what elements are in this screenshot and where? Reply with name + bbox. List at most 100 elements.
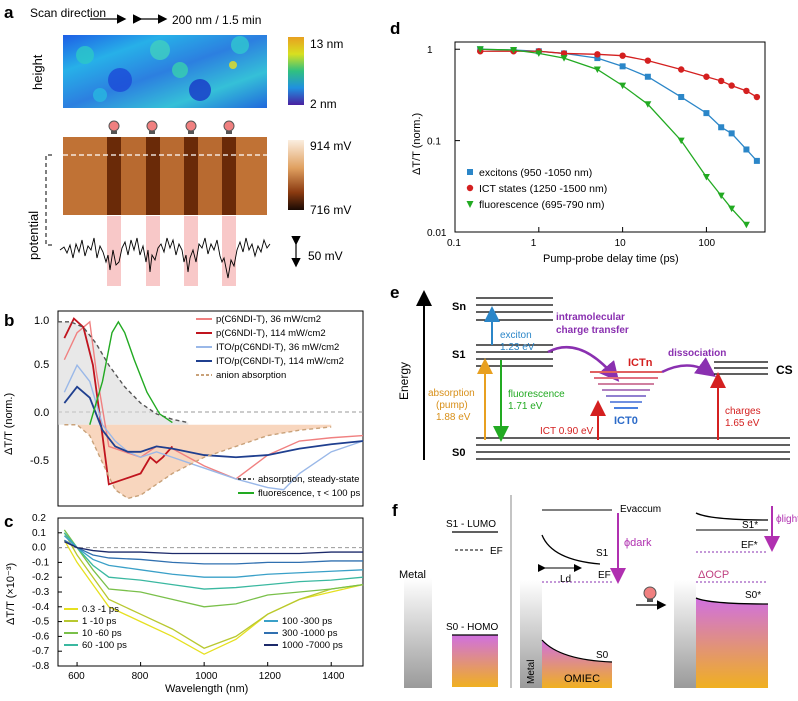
x-tick-label: 1000 — [195, 671, 218, 682]
data-point — [703, 73, 710, 80]
plot-c-ylabel: ΔT/T (×10⁻³) — [5, 563, 17, 625]
legend-label: anion absorption — [216, 370, 286, 381]
y-tick-label: -0.5 — [32, 617, 50, 628]
s1-star-band — [695, 512, 769, 521]
data-point — [594, 51, 601, 58]
data-point — [717, 192, 725, 200]
legend-label: 300 -1000 ps — [282, 628, 338, 639]
homo-block — [452, 635, 498, 687]
plot-b-legend2: absorption, steady-state fluorescence, τ … — [238, 474, 360, 499]
y-tick-label: 0.1 — [427, 137, 441, 148]
series-line — [63, 317, 174, 486]
s0-label: S0 — [452, 447, 465, 459]
data-point — [594, 55, 601, 62]
height-axis-label: height — [30, 54, 45, 90]
absorption-label: absorption — [428, 388, 475, 399]
phi-dark-label: ϕdark — [624, 537, 652, 549]
s1-star-label: S1* — [742, 520, 758, 531]
metal-label-2: Metal — [526, 660, 537, 684]
y-tick-label: 0.01 — [427, 228, 447, 239]
series-line — [63, 363, 364, 491]
panel-label-a: a — [4, 3, 14, 22]
ef-label: EF — [490, 546, 503, 557]
plot-b-series — [58, 317, 364, 500]
ict-transfer-arrow — [547, 345, 620, 382]
legend-label: excitons (950 -1050 nm) — [479, 167, 592, 179]
ict-ladder — [590, 371, 662, 409]
height-max-label: 13 nm — [310, 37, 343, 51]
fit-line — [480, 50, 758, 98]
sn-label: Sn — [452, 301, 466, 313]
legend-marker — [466, 201, 474, 208]
series-line — [63, 385, 364, 459]
delta-ocp-label: ΔOCP — [698, 569, 729, 581]
legend-label: p(C6NDI-T), 114 mW/cm2 — [216, 328, 326, 339]
metal-block-2 — [520, 580, 542, 688]
light-bulb-icons — [108, 120, 235, 134]
legend-label: p(C6NDI-T), 36 mW/cm2 — [216, 314, 321, 325]
ict0-label: ICT0 — [614, 415, 638, 427]
panel-c: c ΔT/T (×10⁻³) Wavelength (nm) 600 800 100… — [4, 512, 364, 695]
omiec-block-light — [696, 598, 768, 688]
x-tick-label: 600 — [68, 671, 85, 682]
s0-levels — [476, 437, 790, 460]
data-point — [703, 110, 710, 117]
lumo-label: S1 - LUMO — [446, 519, 496, 530]
data-point — [728, 130, 735, 137]
panel-label-d: d — [390, 19, 400, 38]
legend-label: 1 -10 ps — [82, 616, 117, 627]
data-point — [753, 93, 761, 101]
data-point — [619, 52, 626, 59]
x-tick-label: 800 — [132, 671, 149, 682]
fit-line — [480, 48, 758, 162]
legend-label: 0.3 -1 ps — [82, 604, 119, 615]
panel-e: e Energy Sn S1 S0 exciton 1.23 eV absorp… — [390, 283, 793, 460]
data-point — [644, 101, 652, 108]
potential-max-label: 914 mV — [310, 139, 351, 153]
legend-label: ICT states (1250 -1500 nm) — [479, 183, 607, 195]
cs-label: CS — [776, 363, 793, 377]
potential-colorbar — [288, 140, 304, 210]
data-point — [702, 173, 710, 181]
legend-label: fluorescence (695-790 nm) — [479, 199, 604, 211]
plot-b-ytick: 0.0 — [34, 407, 49, 419]
charges-ev: 1.65 eV — [725, 418, 760, 429]
s1-band — [541, 534, 601, 565]
plot-d-frame — [454, 41, 766, 233]
ict-transfer-label-2: charge transfer — [556, 325, 629, 336]
panel-f: f Metal S1 - LUMO EF S0 - HOMO Metal S0 … — [392, 495, 798, 688]
omiec-label: OMIEC — [564, 673, 600, 685]
panel-label-e: e — [390, 283, 399, 302]
ef-mid-label: EF — [598, 570, 611, 581]
exciton-ev: 1.23 eV — [500, 342, 535, 353]
panel-label-b: b — [4, 311, 14, 330]
x-tick-label: 0.1 — [447, 238, 461, 249]
x-tick-label: 100 — [698, 238, 715, 249]
fluorescence-label: fluorescence — [508, 389, 565, 400]
y-tick-label: -0.4 — [32, 602, 50, 613]
s1-label: S1 — [452, 349, 465, 361]
x-tick-label: 10 — [615, 238, 627, 249]
x-tick-label: 1 — [531, 238, 537, 249]
y-tick-label: 0.0 — [32, 543, 46, 554]
height-map-texture — [76, 36, 249, 102]
energy-label: Energy — [397, 362, 411, 400]
s0-band — [541, 639, 613, 663]
series-line — [63, 535, 364, 578]
potential-axis-label: potential — [26, 211, 41, 260]
scale-label: 200 nm / 1.5 min — [172, 13, 261, 27]
s0-star-band — [695, 597, 769, 605]
data-point — [743, 146, 750, 153]
data-point — [593, 66, 601, 74]
plot-b-ytick: 1.0 — [34, 315, 49, 327]
plot-b-legend: p(C6NDI-T), 36 mW/cm2 p(C6NDI-T), 114 mW/… — [196, 314, 344, 381]
legend-label: absorption, steady-state — [258, 474, 359, 485]
data-point — [728, 205, 736, 213]
panel-b: b ΔT/T (norm.) 1.0 0.5 0.0 -0.5 p(C6NDI-… — [3, 310, 364, 507]
charges-label: charges — [725, 406, 761, 417]
bulb-icon — [223, 120, 235, 134]
potential-trace — [59, 237, 271, 279]
data-point — [560, 50, 568, 57]
